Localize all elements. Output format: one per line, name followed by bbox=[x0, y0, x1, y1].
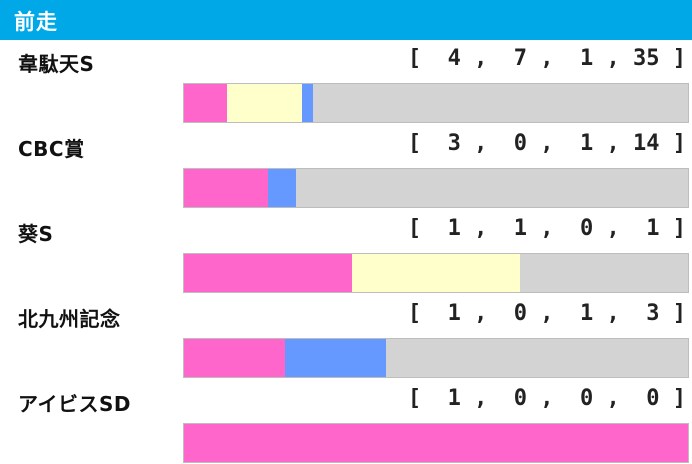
third-place-segment bbox=[301, 84, 313, 122]
second-place-segment bbox=[226, 84, 302, 122]
race-row: 北九州記念 [ 1 , 0 , 1 , 3 ] bbox=[0, 295, 692, 379]
race-row: 韋駄天S [ 4 , 7 , 1 , 35 ] bbox=[0, 40, 692, 124]
result-bar bbox=[183, 168, 689, 208]
race-record: [ 4 , 7 , 1 , 35 ] bbox=[407, 46, 686, 71]
unplaced-segment bbox=[520, 254, 688, 292]
result-bar bbox=[183, 338, 689, 378]
first-place-segment bbox=[184, 339, 285, 377]
race-record: [ 1 , 0 , 0 , 0 ] bbox=[407, 386, 686, 411]
race-record: [ 1 , 0 , 1 , 3 ] bbox=[407, 301, 686, 326]
race-name: アイビスSD bbox=[18, 392, 132, 416]
header-title: 前走 bbox=[14, 10, 58, 34]
race-row: CBC賞 [ 3 , 0 , 1 , 14 ] bbox=[0, 125, 692, 209]
race-name: 北九州記念 bbox=[18, 307, 121, 331]
second-place-segment bbox=[352, 254, 520, 292]
first-place-segment bbox=[184, 84, 227, 122]
race-name: 葵S bbox=[18, 222, 54, 246]
result-bar bbox=[183, 83, 689, 123]
race-record: [ 1 , 1 , 0 , 1 ] bbox=[407, 216, 686, 241]
result-bar bbox=[183, 253, 689, 293]
first-place-segment bbox=[184, 254, 352, 292]
race-name: 韋駄天S bbox=[18, 52, 95, 76]
unplaced-segment bbox=[296, 169, 688, 207]
third-place-segment bbox=[268, 169, 296, 207]
first-place-segment bbox=[184, 424, 688, 462]
unplaced-segment bbox=[312, 84, 688, 122]
race-name: CBC賞 bbox=[18, 137, 85, 161]
unplaced-segment bbox=[385, 339, 688, 377]
result-bar bbox=[183, 423, 689, 463]
race-row: アイビスSD [ 1 , 0 , 0 , 0 ] bbox=[0, 380, 692, 464]
first-place-segment bbox=[184, 169, 268, 207]
third-place-segment bbox=[284, 339, 386, 377]
header-bar: 前走 bbox=[0, 0, 692, 40]
race-row: 葵S [ 1 , 1 , 0 , 1 ] bbox=[0, 210, 692, 294]
race-record: [ 3 , 0 , 1 , 14 ] bbox=[407, 131, 686, 156]
